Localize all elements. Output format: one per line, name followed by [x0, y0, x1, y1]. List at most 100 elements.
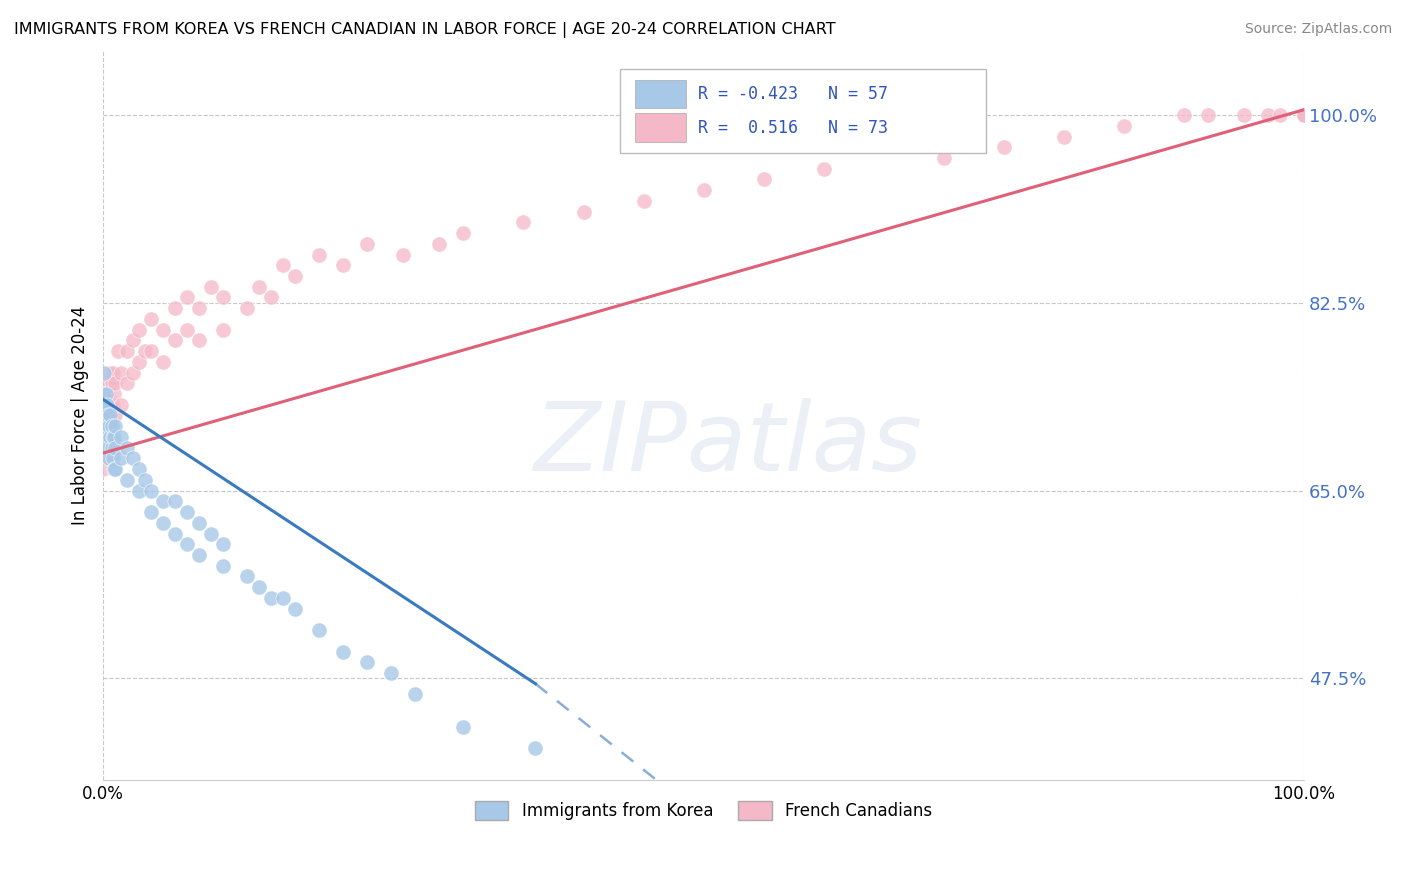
Point [813, 161, 835, 176]
Text: R =  0.516   N = 73: R = 0.516 N = 73 [697, 119, 887, 136]
Point [128, 355, 150, 369]
Point [100, 441, 122, 455]
Point [260, 591, 283, 605]
Point [94, 441, 117, 455]
Point [524, 741, 547, 756]
Point [128, 462, 150, 476]
Point [692, 183, 714, 197]
Point [284, 601, 307, 615]
Point [103, 462, 125, 476]
Point [101, 398, 124, 412]
Point [1197, 108, 1219, 122]
Point [110, 430, 132, 444]
Point [91, 430, 114, 444]
Point [141, 505, 163, 519]
Point [165, 494, 187, 508]
Point [247, 580, 270, 594]
Point [93, 419, 115, 434]
Point [188, 548, 211, 562]
Point [200, 279, 222, 293]
Point [1257, 108, 1279, 122]
Point [110, 398, 132, 412]
Point [94, 409, 117, 423]
Point [332, 258, 354, 272]
Point [103, 387, 125, 401]
Point [572, 204, 595, 219]
Point [1268, 108, 1291, 122]
Point [1053, 129, 1076, 144]
Point [212, 537, 235, 551]
Point [236, 569, 259, 583]
Point [101, 451, 124, 466]
Point [453, 226, 475, 240]
Point [212, 558, 235, 573]
Point [110, 451, 132, 466]
Point [1294, 108, 1316, 122]
Point [200, 526, 222, 541]
Point [188, 301, 211, 316]
Point [98, 409, 121, 423]
Point [91, 409, 114, 423]
Point [141, 312, 163, 326]
Point [134, 344, 156, 359]
Point [176, 537, 198, 551]
FancyBboxPatch shape [620, 69, 986, 153]
Point [404, 688, 426, 702]
Point [96, 430, 118, 444]
Y-axis label: In Labor Force | Age 20-24: In Labor Force | Age 20-24 [72, 306, 89, 525]
Point [115, 344, 138, 359]
Point [453, 720, 475, 734]
Point [271, 258, 294, 272]
Point [165, 301, 187, 316]
Point [122, 451, 145, 466]
Point [1173, 108, 1195, 122]
Point [176, 505, 198, 519]
Point [94, 419, 117, 434]
Point [1294, 108, 1316, 122]
Point [96, 430, 118, 444]
Point [97, 419, 120, 434]
Point [100, 419, 122, 434]
Point [308, 247, 330, 261]
Point [236, 301, 259, 316]
Point [356, 236, 378, 251]
Point [96, 398, 118, 412]
Point [91, 387, 114, 401]
Point [100, 409, 122, 423]
Point [260, 290, 283, 304]
Point [110, 366, 132, 380]
Point [115, 376, 138, 391]
Point [115, 473, 138, 487]
Point [104, 419, 127, 434]
Point [98, 419, 121, 434]
Point [1112, 119, 1135, 133]
Point [93, 366, 115, 380]
Point [188, 516, 211, 530]
Text: ZIPatlas: ZIPatlas [533, 398, 922, 491]
Point [104, 409, 127, 423]
Point [98, 398, 121, 412]
Point [165, 334, 187, 348]
Point [1233, 108, 1256, 122]
Point [104, 462, 127, 476]
Text: IMMIGRANTS FROM KOREA VS FRENCH CANADIAN IN LABOR FORCE | AGE 20-24 CORRELATION : IMMIGRANTS FROM KOREA VS FRENCH CANADIAN… [14, 22, 835, 38]
Point [104, 441, 127, 455]
Point [134, 473, 156, 487]
Point [152, 516, 174, 530]
Point [128, 323, 150, 337]
Point [98, 376, 121, 391]
Point [98, 366, 121, 380]
Text: R = -0.423   N = 57: R = -0.423 N = 57 [697, 85, 887, 103]
Point [1294, 108, 1316, 122]
Point [332, 644, 354, 658]
Point [103, 430, 125, 444]
Point [429, 236, 451, 251]
Point [122, 334, 145, 348]
Point [165, 526, 187, 541]
Point [107, 344, 129, 359]
Point [141, 483, 163, 498]
Point [100, 376, 122, 391]
Point [97, 387, 120, 401]
Point [271, 591, 294, 605]
Point [91, 430, 114, 444]
